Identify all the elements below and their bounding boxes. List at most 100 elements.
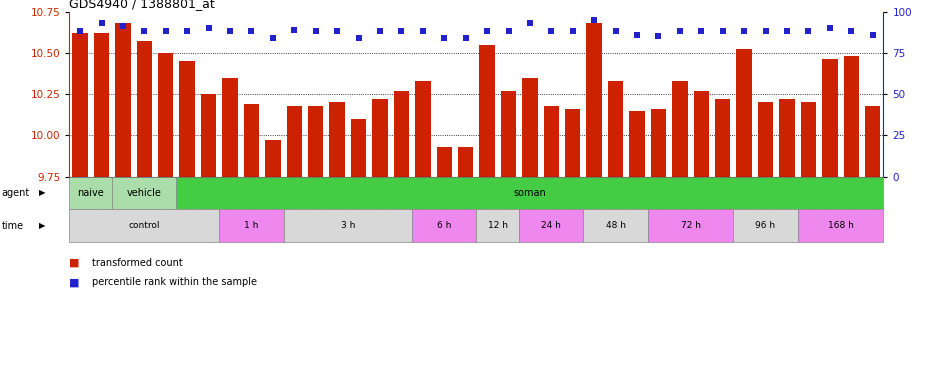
Point	[736, 28, 751, 35]
Bar	[672, 81, 687, 177]
Bar	[244, 104, 259, 177]
Text: naive: naive	[78, 188, 105, 198]
Bar	[758, 103, 773, 177]
Text: 1 h: 1 h	[244, 221, 259, 230]
Bar	[69, 209, 219, 242]
Point	[137, 28, 152, 35]
Point	[523, 20, 537, 26]
Bar	[715, 99, 731, 177]
Text: GDS4940 / 1388801_at: GDS4940 / 1388801_at	[69, 0, 216, 10]
Point	[715, 28, 730, 35]
Bar	[93, 33, 109, 177]
Text: vehicle: vehicle	[127, 188, 162, 198]
Bar	[734, 209, 797, 242]
Text: percentile rank within the sample: percentile rank within the sample	[92, 277, 257, 287]
Point	[116, 23, 130, 30]
Point	[865, 31, 880, 38]
Bar	[519, 209, 584, 242]
Text: 168 h: 168 h	[828, 221, 854, 230]
Point	[437, 35, 451, 41]
Bar	[822, 60, 837, 177]
Bar	[797, 209, 883, 242]
Point	[179, 28, 194, 35]
Bar	[112, 177, 177, 209]
Point	[651, 33, 666, 40]
Point	[780, 28, 795, 35]
Bar	[865, 106, 881, 177]
Point	[287, 26, 302, 33]
Bar	[222, 78, 238, 177]
Point	[501, 28, 516, 35]
Bar	[437, 147, 452, 177]
Bar	[801, 103, 816, 177]
Bar	[479, 45, 495, 177]
Bar	[287, 106, 302, 177]
Bar	[179, 61, 195, 177]
Bar	[265, 140, 280, 177]
Text: 72 h: 72 h	[681, 221, 700, 230]
Text: 12 h: 12 h	[487, 221, 508, 230]
Text: ▶: ▶	[39, 221, 45, 230]
Bar	[394, 91, 409, 177]
Bar	[351, 119, 366, 177]
Point	[544, 28, 559, 35]
Bar	[476, 209, 519, 242]
Bar	[586, 23, 602, 177]
Point	[202, 25, 216, 31]
Point	[672, 28, 687, 35]
Point	[586, 17, 601, 23]
Text: agent: agent	[2, 188, 31, 198]
Point	[373, 28, 388, 35]
Text: ■: ■	[69, 277, 80, 287]
Bar	[413, 209, 476, 242]
Bar	[694, 91, 709, 177]
Point	[265, 35, 280, 41]
Bar	[458, 147, 474, 177]
Bar	[565, 109, 581, 177]
Text: control: control	[129, 221, 160, 230]
Point	[694, 28, 709, 35]
Bar	[629, 111, 645, 177]
Bar	[736, 50, 752, 177]
Point	[565, 28, 580, 35]
Text: 96 h: 96 h	[756, 221, 776, 230]
Bar	[329, 103, 345, 177]
Bar	[523, 78, 537, 177]
Text: 48 h: 48 h	[606, 221, 625, 230]
Text: 24 h: 24 h	[541, 221, 561, 230]
Text: time: time	[2, 220, 24, 231]
Point	[822, 25, 837, 31]
Bar	[72, 33, 88, 177]
Bar	[69, 177, 112, 209]
Point	[352, 35, 366, 41]
Bar	[651, 109, 666, 177]
Point	[415, 28, 430, 35]
Point	[73, 28, 88, 35]
Bar	[137, 41, 152, 177]
Text: ▶: ▶	[39, 189, 45, 197]
Bar	[779, 99, 795, 177]
Bar	[415, 81, 430, 177]
Bar	[177, 177, 883, 209]
Point	[223, 28, 238, 35]
Point	[244, 28, 259, 35]
Text: ■: ■	[69, 258, 80, 268]
Bar	[116, 23, 130, 177]
Text: 6 h: 6 h	[437, 221, 451, 230]
Text: transformed count: transformed count	[92, 258, 183, 268]
Bar	[219, 209, 284, 242]
Bar	[308, 106, 324, 177]
Point	[394, 28, 409, 35]
Point	[801, 28, 816, 35]
Point	[158, 28, 173, 35]
Bar	[284, 209, 413, 242]
Bar	[544, 106, 559, 177]
Point	[609, 28, 623, 35]
Point	[94, 20, 109, 26]
Point	[758, 28, 773, 35]
Point	[308, 28, 323, 35]
Bar	[500, 91, 516, 177]
Bar	[608, 81, 623, 177]
Point	[480, 28, 495, 35]
Bar	[201, 94, 216, 177]
